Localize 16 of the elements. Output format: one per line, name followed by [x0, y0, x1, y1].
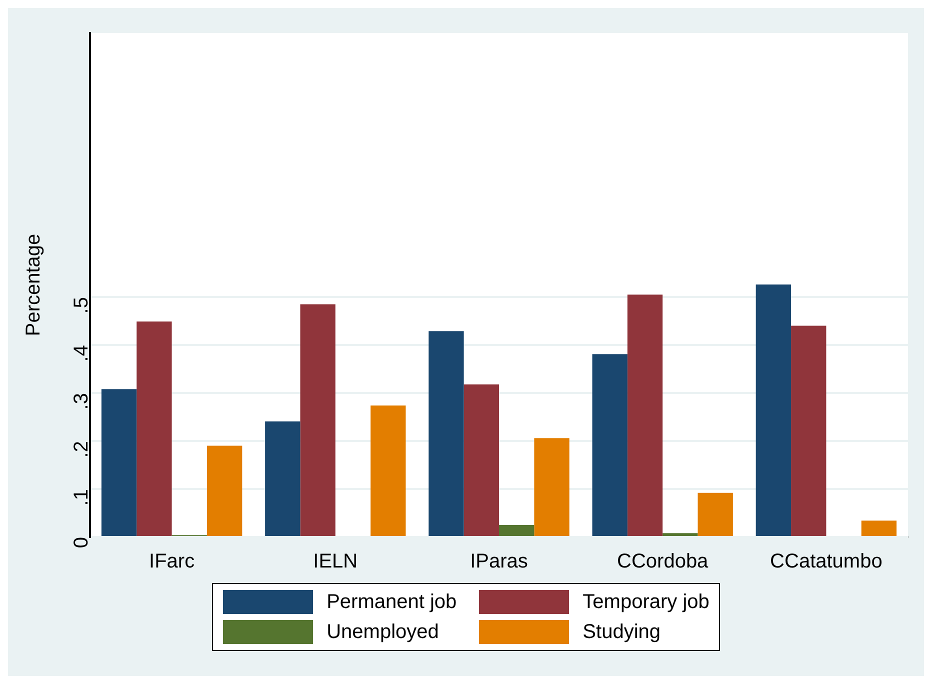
x-tick-label: CCatatumbo — [770, 550, 882, 573]
y-tick-label: .3 — [70, 393, 93, 410]
legend-label: Unemployed — [326, 620, 439, 644]
legend-label: Temporary job — [582, 590, 710, 614]
y-tick-label: 0 — [70, 537, 93, 548]
legend-label: Studying — [582, 620, 661, 644]
y-tick-label: .2 — [70, 441, 93, 458]
x-tick-label: IParas — [470, 550, 528, 573]
y-tick-label: .4 — [70, 345, 93, 362]
y-axis-title: Percentage — [22, 234, 45, 336]
y-tick-label: .5 — [70, 297, 93, 314]
x-tick-label: IELN — [313, 550, 358, 573]
x-tick-label: IFarc — [149, 550, 195, 573]
x-tick-label: CCordoba — [617, 550, 710, 573]
y-tick-label: .1 — [70, 489, 93, 506]
legend-label: Permanent job — [326, 590, 457, 614]
